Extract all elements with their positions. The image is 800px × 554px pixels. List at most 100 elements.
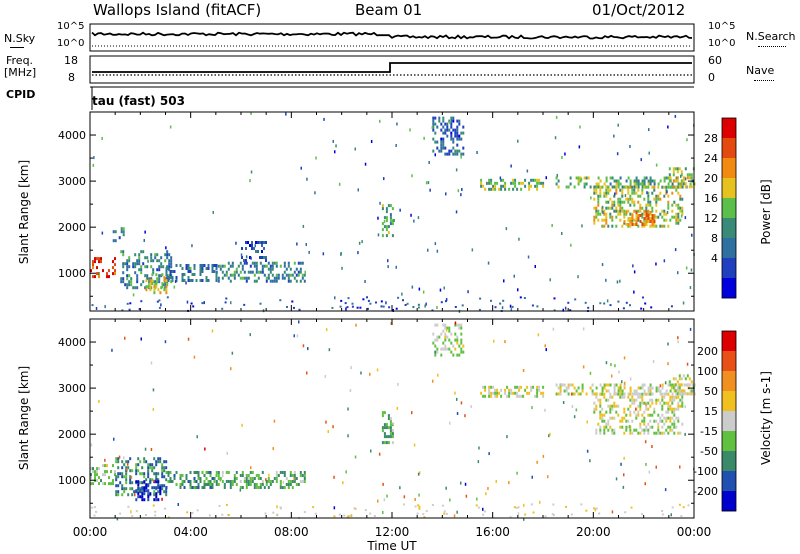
range-cell <box>508 391 511 395</box>
range-cell <box>668 179 671 183</box>
range-cell <box>138 259 141 263</box>
range-cell <box>147 495 150 499</box>
range-cell <box>147 483 150 487</box>
range-cell <box>299 480 302 483</box>
range-cell <box>675 416 678 420</box>
range-cell <box>639 392 642 396</box>
range-cell <box>128 274 131 278</box>
range-cell <box>94 473 96 477</box>
range-cell <box>673 395 676 399</box>
range-cell <box>625 185 628 189</box>
range-cell <box>163 469 166 473</box>
range-cell <box>637 200 640 204</box>
range-cell <box>147 493 150 497</box>
colorbar-segment <box>722 138 736 159</box>
range-cell <box>170 256 173 260</box>
range-cell <box>613 179 616 183</box>
range-cell <box>130 280 133 284</box>
range-cell <box>131 487 134 491</box>
range-cell <box>617 300 620 303</box>
range-cell <box>240 253 243 257</box>
range-cell <box>595 182 598 186</box>
x-axis-label: Time UT <box>366 539 417 553</box>
range-cell <box>199 270 202 273</box>
range-cell <box>187 279 190 282</box>
range-cell <box>438 335 441 339</box>
range-cell <box>478 446 480 450</box>
range-cell <box>297 270 300 274</box>
range-cell <box>389 213 392 217</box>
range-cell <box>611 404 614 408</box>
range-cell <box>579 125 581 129</box>
range-cell <box>631 188 634 192</box>
range-cell <box>387 435 390 439</box>
range-cell <box>370 140 373 143</box>
range-cell <box>682 506 685 509</box>
range-cell <box>237 273 240 277</box>
range-cell <box>389 426 392 430</box>
range-cell <box>283 276 286 280</box>
range-cell <box>150 277 153 281</box>
range-cell <box>291 480 294 483</box>
range-cell <box>613 200 616 204</box>
range-cell <box>631 185 634 189</box>
range-cell <box>149 288 152 292</box>
range-cell <box>96 266 98 270</box>
range-cell <box>657 185 660 189</box>
range-cell <box>137 492 140 496</box>
range-cell <box>557 386 560 390</box>
range-cell <box>544 344 546 348</box>
x-tick-label: 20:00 <box>576 525 611 539</box>
range-cell <box>160 262 163 266</box>
range-cell <box>140 300 143 303</box>
range-cell <box>461 188 463 191</box>
range-cell <box>295 267 298 271</box>
range-cell <box>454 332 457 336</box>
range-cell <box>605 206 608 210</box>
range-cell <box>169 477 172 480</box>
range-cell <box>471 248 474 252</box>
range-cell <box>651 209 654 213</box>
range-cell <box>680 383 683 387</box>
range-cell <box>380 300 383 303</box>
range-cell <box>217 264 220 268</box>
range-cell <box>657 389 660 393</box>
range-cell <box>577 182 580 186</box>
range-cell <box>641 215 644 219</box>
range-cell <box>647 217 650 220</box>
range-cell <box>323 117 325 121</box>
range-cell <box>522 369 525 372</box>
range-cell <box>387 225 390 229</box>
range-cell <box>452 119 455 123</box>
range-cell <box>456 131 459 135</box>
y-tick-label: 1000 <box>58 267 86 280</box>
range-cell <box>444 146 447 150</box>
range-cell <box>655 200 658 204</box>
range-cell <box>158 259 161 263</box>
range-cell <box>617 212 620 216</box>
range-cell <box>211 486 214 489</box>
range-cell <box>649 392 652 396</box>
range-cell <box>599 392 602 396</box>
range-cell <box>631 217 634 220</box>
range-cell <box>669 185 672 189</box>
range-cell <box>595 215 598 219</box>
range-cell <box>621 194 624 198</box>
range-cell <box>651 185 654 189</box>
range-cell <box>155 495 158 499</box>
range-cell <box>460 347 463 351</box>
range-cell <box>676 380 679 384</box>
range-cell <box>450 122 453 126</box>
range-cell <box>440 301 443 304</box>
range-cell <box>530 385 533 389</box>
range-cell <box>259 261 262 265</box>
range-cell <box>324 374 327 378</box>
colorbar-tick-label: 24 <box>704 152 718 165</box>
range-cell <box>673 410 676 414</box>
range-cell <box>625 413 628 417</box>
range-cell <box>561 156 563 159</box>
range-cell <box>611 374 613 378</box>
range-cell <box>283 270 286 274</box>
range-cell <box>657 182 660 186</box>
range-cell <box>159 460 162 464</box>
